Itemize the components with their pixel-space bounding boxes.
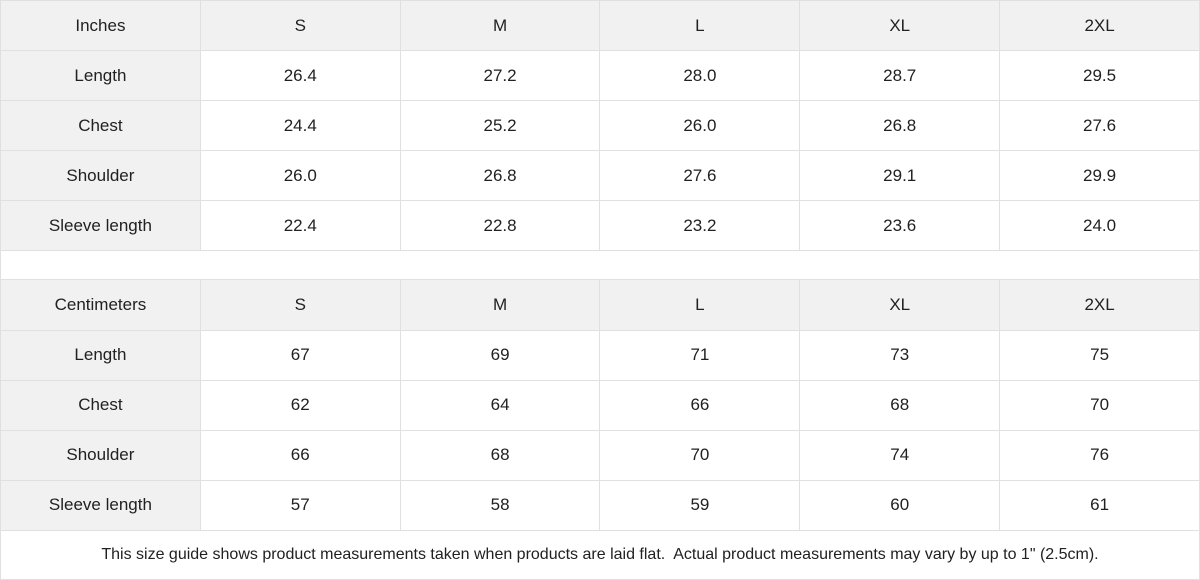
measurement-cell: 29.1 bbox=[799, 150, 1001, 202]
footer-note-row: This size guide shows product measuremen… bbox=[0, 529, 1200, 580]
unit-header-inches: Inches bbox=[0, 0, 201, 52]
measurement-cell: 26.0 bbox=[199, 150, 401, 202]
measurement-cell: 62 bbox=[199, 379, 401, 431]
size-column-header-xl: XL bbox=[799, 279, 1001, 331]
measurement-cell: 70 bbox=[599, 429, 801, 481]
measurement-cell: 74 bbox=[799, 429, 1001, 481]
measurement-cell: 68 bbox=[799, 379, 1001, 431]
measurement-cell: 66 bbox=[199, 429, 401, 481]
measurement-cell: 58 bbox=[399, 479, 601, 531]
section-spacer-row bbox=[0, 250, 1200, 281]
measurement-cell: 64 bbox=[399, 379, 601, 431]
measurement-cell: 60 bbox=[799, 479, 1001, 531]
inches-row-chest: Chest 24.4 25.2 26.0 26.8 27.6 bbox=[0, 100, 1200, 152]
measurement-cell: 26.8 bbox=[399, 150, 601, 202]
measurement-cell: 22.4 bbox=[199, 200, 401, 252]
row-label: Length bbox=[0, 50, 201, 102]
centimeters-row-chest: Chest 62 64 66 68 70 bbox=[0, 379, 1200, 431]
measurement-cell: 70 bbox=[999, 379, 1200, 431]
centimeters-row-shoulder: Shoulder 66 68 70 74 76 bbox=[0, 429, 1200, 481]
row-label: Length bbox=[0, 329, 201, 381]
footer-note: This size guide shows product measuremen… bbox=[0, 529, 1200, 580]
measurement-cell: 26.4 bbox=[199, 50, 401, 102]
size-column-header-m: M bbox=[399, 279, 601, 331]
size-column-header-l: L bbox=[599, 0, 801, 52]
measurement-cell: 29.9 bbox=[999, 150, 1200, 202]
row-label: Chest bbox=[0, 379, 201, 431]
measurement-cell: 76 bbox=[999, 429, 1200, 481]
size-column-header-2xl: 2XL bbox=[999, 0, 1200, 52]
inches-header-row: Inches S M L XL 2XL bbox=[0, 0, 1200, 52]
measurement-cell: 57 bbox=[199, 479, 401, 531]
measurement-cell: 27.6 bbox=[599, 150, 801, 202]
centimeters-row-length: Length 67 69 71 73 75 bbox=[0, 329, 1200, 381]
measurement-cell: 26.8 bbox=[799, 100, 1001, 152]
size-column-header-xl: XL bbox=[799, 0, 1001, 52]
measurement-cell: 28.7 bbox=[799, 50, 1001, 102]
size-column-header-m: M bbox=[399, 0, 601, 52]
measurement-cell: 29.5 bbox=[999, 50, 1200, 102]
measurement-cell: 75 bbox=[999, 329, 1200, 381]
measurement-cell: 26.0 bbox=[599, 100, 801, 152]
measurement-cell: 27.2 bbox=[399, 50, 601, 102]
measurement-cell: 27.6 bbox=[999, 100, 1200, 152]
measurement-cell: 23.6 bbox=[799, 200, 1001, 252]
measurement-cell: 66 bbox=[599, 379, 801, 431]
inches-row-shoulder: Shoulder 26.0 26.8 27.6 29.1 29.9 bbox=[0, 150, 1200, 202]
row-label: Shoulder bbox=[0, 429, 201, 481]
inches-row-sleeve-length: Sleeve length 22.4 22.8 23.2 23.6 24.0 bbox=[0, 200, 1200, 252]
measurement-cell: 28.0 bbox=[599, 50, 801, 102]
size-column-header-l: L bbox=[599, 279, 801, 331]
centimeters-header-row: Centimeters S M L XL 2XL bbox=[0, 279, 1200, 331]
centimeters-row-sleeve-length: Sleeve length 57 58 59 60 61 bbox=[0, 479, 1200, 531]
size-column-header-s: S bbox=[199, 0, 401, 52]
size-column-header-s: S bbox=[199, 279, 401, 331]
measurement-cell: 24.4 bbox=[199, 100, 401, 152]
size-column-header-2xl: 2XL bbox=[999, 279, 1200, 331]
row-label: Chest bbox=[0, 100, 201, 152]
measurement-cell: 22.8 bbox=[399, 200, 601, 252]
measurement-cell: 59 bbox=[599, 479, 801, 531]
measurement-cell: 69 bbox=[399, 329, 601, 381]
row-label: Sleeve length bbox=[0, 200, 201, 252]
measurement-cell: 24.0 bbox=[999, 200, 1200, 252]
row-label: Shoulder bbox=[0, 150, 201, 202]
measurement-cell: 25.2 bbox=[399, 100, 601, 152]
unit-header-centimeters: Centimeters bbox=[0, 279, 201, 331]
measurement-cell: 68 bbox=[399, 429, 601, 481]
inches-row-length: Length 26.4 27.2 28.0 28.7 29.5 bbox=[0, 50, 1200, 102]
measurement-cell: 23.2 bbox=[599, 200, 801, 252]
measurement-cell: 61 bbox=[999, 479, 1200, 531]
row-label: Sleeve length bbox=[0, 479, 201, 531]
measurement-cell: 71 bbox=[599, 329, 801, 381]
measurement-cell: 73 bbox=[799, 329, 1001, 381]
measurement-cell: 67 bbox=[199, 329, 401, 381]
section-spacer bbox=[0, 250, 1200, 281]
